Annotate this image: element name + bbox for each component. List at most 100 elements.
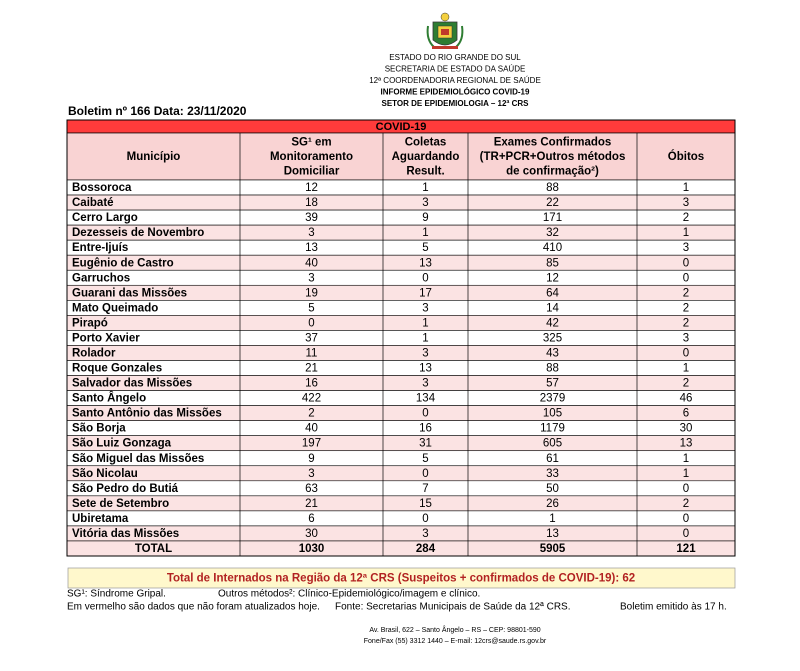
note: Fonte: Secretarias Municipais de Saúde d… [335, 602, 571, 613]
cell-value: 3 [308, 272, 314, 284]
crest [426, 12, 464, 49]
cell-value: 5 [422, 242, 428, 254]
cell-value: 1 [549, 513, 555, 525]
column-header: (TR+PCR+Outros métodos [480, 151, 626, 163]
table-row [66, 465, 736, 482]
cell-value: 88 [546, 182, 559, 194]
cell-value: 197 [302, 438, 321, 450]
note: Em vermelho são dados que não foram atua… [67, 602, 320, 613]
cell-value: 85 [546, 257, 559, 269]
municipality: Garruchos [72, 272, 130, 284]
cell-value: 13 [680, 438, 693, 450]
cell-value: 40 [305, 423, 318, 435]
cell-value: 7 [422, 483, 428, 495]
cell-value: 26 [546, 498, 559, 510]
table-row [66, 315, 736, 331]
hospitalized-box [67, 567, 736, 589]
table-border [66, 119, 736, 557]
column-header: de confirmação²) [506, 165, 599, 177]
header-line: INFORME EPIDEMIOLÓGICO COVID-19 [381, 88, 530, 97]
cell-value: 12 [305, 182, 318, 194]
municipality: Sete de Setembro [72, 498, 169, 510]
cell-value: 46 [680, 393, 693, 405]
municipality: Pirapó [72, 317, 108, 329]
cell-value: 6 [683, 408, 689, 420]
municipality: Salvador das Missões [72, 378, 192, 390]
cell-value: 0 [683, 483, 689, 495]
cell-value: 12 [546, 272, 559, 284]
cell-value: 5905 [540, 543, 566, 555]
cell-value: 0 [683, 513, 689, 525]
cell-value: 1030 [299, 543, 325, 555]
cell-value: 3 [308, 227, 314, 239]
cell-value: 0 [683, 257, 689, 269]
cell-value: 5 [308, 302, 314, 314]
cell-value: 410 [543, 242, 562, 254]
cell-value: 15 [419, 498, 432, 510]
municipality: Caibaté [72, 197, 114, 209]
cell-value: 3 [422, 302, 428, 314]
table-row [66, 269, 736, 286]
table-row [66, 510, 736, 527]
column-header: Exames Confirmados [494, 137, 612, 149]
cell-value: 0 [422, 513, 428, 525]
cell-value: 64 [546, 287, 559, 299]
table-row [66, 300, 736, 316]
table-row [66, 345, 736, 361]
cell-value: 13 [546, 528, 559, 540]
cell-value: 2 [683, 378, 689, 390]
municipality: Ubiretama [72, 513, 129, 525]
hospitalized: Total de Internados na Região da 12ª CRS… [167, 573, 635, 585]
cell-value: 21 [305, 498, 318, 510]
column-header: Monitoramento [270, 151, 353, 163]
cell-value: 88 [546, 363, 559, 375]
cell-value: 3 [683, 242, 689, 254]
cell-value: 21 [305, 363, 318, 375]
cell-value: 134 [416, 393, 436, 405]
cell-value: 2 [683, 212, 689, 224]
municipality: Vitória das Missões [72, 528, 179, 540]
footer-line: Fone/Fax (55) 3312 1440 – E-mail: 12crs@… [364, 638, 547, 645]
cell-value: 121 [676, 543, 696, 555]
cell-value: 284 [416, 543, 436, 555]
column-header: Município [127, 151, 181, 163]
cell-value: 0 [422, 468, 428, 480]
cell-value: 5 [422, 453, 428, 465]
cell-value: 1 [422, 332, 428, 344]
municipality: São Nicolau [72, 468, 138, 480]
cell-value: 0 [683, 528, 689, 540]
cell-value: 105 [543, 408, 562, 420]
cell-value: 3 [422, 197, 428, 209]
cell-value: 171 [543, 212, 562, 224]
cell-value: 39 [305, 212, 318, 224]
municipality: São Borja [72, 423, 126, 435]
cell-value: 30 [680, 423, 693, 435]
column-header: Domiciliar [284, 165, 340, 177]
cell-value: 0 [683, 272, 689, 284]
cell-value: 13 [419, 257, 432, 269]
header-line: 12ª COORDENADORIA REGIONAL DE SAÚDE [369, 76, 541, 85]
cell-value: 2 [683, 498, 689, 510]
cell-value: 31 [419, 438, 432, 450]
cell-value: 11 [306, 347, 318, 359]
cell-value: 1 [683, 468, 689, 480]
cell-value: 13 [419, 363, 432, 375]
cell-value: 13 [305, 242, 318, 254]
municipality: Cerro Largo [72, 212, 138, 224]
municipality: São Pedro do Butiá [72, 483, 179, 495]
cell-value: 1 [683, 227, 689, 239]
cell-value: 14 [546, 302, 559, 314]
cell-value: 9 [308, 453, 314, 465]
cell-value: 3 [422, 347, 428, 359]
cell-value: 0 [422, 408, 428, 420]
cell-value: 3 [683, 332, 689, 344]
cell-value: 42 [546, 317, 559, 329]
cell-value: 50 [546, 483, 559, 495]
cell-value: 40 [305, 257, 318, 269]
table-row [66, 194, 736, 211]
header-line: ESTADO DO RIO GRANDE DO SUL [389, 53, 521, 62]
cell-value: 16 [305, 378, 318, 390]
municipality: Rolador [72, 347, 116, 359]
table-row [66, 209, 736, 226]
